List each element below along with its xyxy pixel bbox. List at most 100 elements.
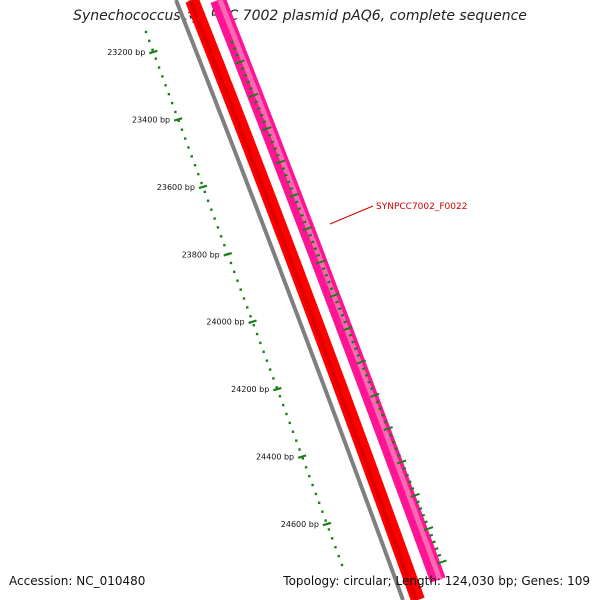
outer-ring-mark (275, 153, 280, 157)
outer-ring-mark (283, 173, 288, 177)
scale-minor-tick (268, 368, 272, 371)
outer-ring-mark (370, 387, 374, 391)
outer-ring-mark (342, 326, 353, 332)
scale-minor-tick (193, 164, 197, 167)
outer-ring-mark (337, 307, 342, 311)
outer-ring-mark (289, 187, 294, 191)
scale-minor-tick (197, 172, 200, 176)
outer-ring-mark (421, 513, 426, 517)
scale-minor-tick (304, 466, 308, 469)
outer-ring-mark (380, 413, 385, 417)
scale-minor-tick (216, 226, 220, 229)
outer-ring-mark (262, 120, 267, 124)
scale-minor-tick (187, 146, 190, 149)
scale-minor-tick (262, 350, 265, 353)
scale-tick-labels: 23200 bp 23400 bp 23600 bp 23800 bp 24000 bp… (107, 48, 319, 529)
scale-minor-tick (337, 554, 340, 558)
scale-minor-tick (174, 110, 177, 114)
outer-ring-mark (235, 59, 245, 65)
scale-major-tick (223, 252, 233, 257)
outer-ring-mark (429, 533, 434, 537)
scale-minor-tick (210, 208, 213, 211)
outer-ring-mark (267, 133, 272, 137)
outer-ring-mark (329, 292, 340, 298)
outer-ring-mark (335, 300, 339, 304)
scale-minor-tick (282, 403, 285, 407)
scale-minor-tick (233, 270, 236, 274)
scale-minor-tick (190, 155, 193, 158)
outer-ring-mark (378, 407, 383, 411)
outer-ring-mark (262, 126, 272, 132)
scale-major-tick (248, 319, 257, 324)
backbone-ring (174, 0, 405, 600)
outer-ring-mark (396, 459, 407, 465)
scale-minor-tick (229, 261, 233, 265)
gene-label-leader (329, 205, 374, 225)
outer-mark-ring (230, 40, 447, 565)
scale-minor-tick (144, 30, 148, 34)
scale-minor-tick (236, 279, 239, 282)
scale-minor-tick (321, 510, 324, 513)
scale-minor-tick (334, 546, 337, 549)
scale-minor-tick (167, 92, 171, 96)
outer-ring-mark (308, 233, 313, 237)
outer-ring-mark (294, 200, 299, 204)
outer-ring-mark (281, 167, 286, 171)
cds-feature-pink-highlight (217, 0, 443, 581)
scale-tick-ring (144, 30, 344, 567)
scale-minor-tick (285, 412, 288, 416)
outer-ring-mark (230, 40, 234, 44)
outer-ring-mark (340, 313, 345, 317)
scale-tick-label: 23200 bp (107, 48, 145, 57)
outer-ring-mark (259, 113, 264, 117)
scale-minor-tick (246, 306, 249, 309)
scale-tick-label: 24000 bp (206, 318, 244, 327)
scale-minor-tick (200, 181, 203, 185)
outer-ring-mark (402, 467, 407, 471)
cds-feature-pink[interactable] (210, 0, 446, 583)
scale-minor-tick (314, 492, 318, 496)
outer-ring-mark (270, 140, 275, 144)
outer-ring-mark (423, 520, 428, 524)
outer-ring-mark (361, 367, 366, 371)
outer-ring-mark (302, 220, 307, 224)
outer-ring-mark (313, 247, 318, 251)
scale-minor-tick (295, 439, 298, 442)
scale-major-tick (322, 521, 332, 527)
scale-minor-tick (239, 288, 242, 291)
scale-minor-tick (311, 483, 314, 487)
outer-ring-mark (329, 287, 334, 291)
outer-ring-mark (410, 492, 420, 498)
scale-minor-tick (265, 359, 269, 362)
backbone-ring-light (179, 0, 410, 600)
scale-minor-tick (223, 244, 226, 247)
outer-ring-mark (394, 447, 399, 451)
outer-ring-mark (235, 53, 240, 57)
outer-ring-mark (375, 400, 380, 404)
scale-minor-tick (272, 377, 275, 380)
outer-ring-mark (300, 213, 304, 217)
outer-ring-mark (316, 259, 326, 265)
outer-ring-mark (437, 553, 442, 557)
outer-ring-mark (405, 473, 409, 477)
scale-major-tick (173, 117, 183, 122)
scale-major-tick (149, 49, 158, 55)
outer-ring-mark (383, 420, 388, 424)
outer-ring-mark (367, 380, 372, 384)
scale-minor-tick (255, 332, 259, 336)
ring-gap (202, 0, 430, 600)
outer-ring-mark (388, 433, 393, 437)
cds-feature-red-shade (188, 0, 418, 600)
outer-ring-mark (286, 180, 291, 184)
outer-ring-mark (256, 107, 261, 111)
gene-label-synpcc7002-f0022[interactable]: SYNPCC7002_F0022 (376, 202, 467, 212)
outer-ring-mark (369, 392, 380, 398)
outer-ring-mark (391, 440, 396, 444)
outer-ring-mark (275, 159, 286, 165)
scale-tick-label: 24200 bp (231, 385, 269, 394)
outer-ring-mark (396, 453, 401, 457)
scale-minor-tick (157, 66, 161, 69)
scale-minor-tick (288, 421, 291, 425)
outer-ring-mark (254, 100, 259, 104)
